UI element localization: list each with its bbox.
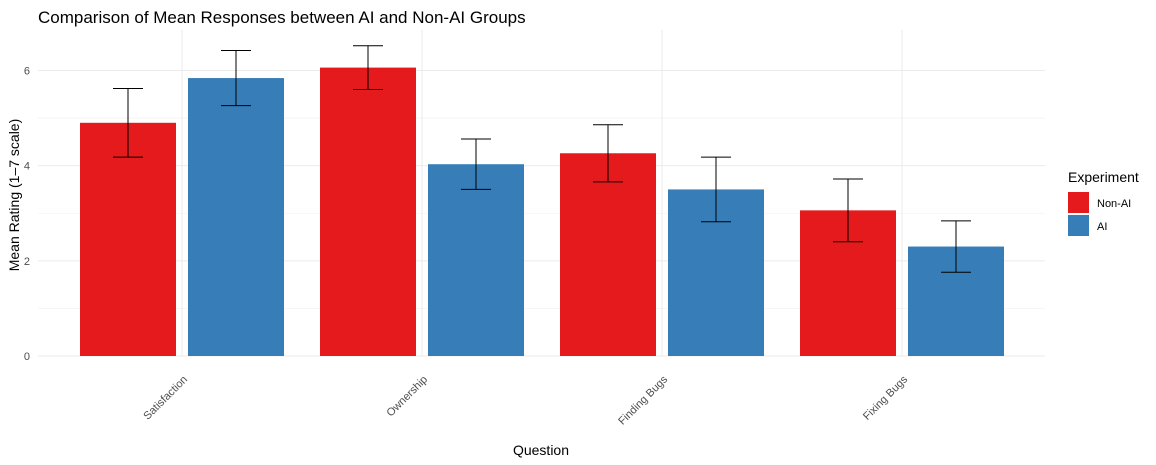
bar-non-ai-satisfaction <box>80 122 176 356</box>
x-axis-title: Question <box>513 442 569 458</box>
error-bar <box>353 45 383 90</box>
chart-title: Comparison of Mean Responses between AI … <box>38 8 526 27</box>
legend-label-ai: AI <box>1097 221 1107 233</box>
y-tick-label: 6 <box>24 65 30 77</box>
y-axis-ticks: 0 2 4 6 <box>24 65 30 363</box>
legend-swatch-ai <box>1068 215 1089 236</box>
x-tick-label: Satisfaction <box>141 374 190 423</box>
legend-swatch-non-ai <box>1068 192 1089 213</box>
legend: Experiment Non-AI AI <box>1068 169 1139 236</box>
error-bar <box>833 178 863 243</box>
x-tick-label: Finding Bugs <box>616 373 670 427</box>
error-bars <box>113 45 971 273</box>
x-tick-label: Ownership <box>384 374 430 420</box>
error-bar <box>461 138 491 190</box>
x-axis-ticks: Satisfaction Ownership Finding Bugs Fixing … <box>141 373 910 427</box>
legend-title: Experiment <box>1068 169 1139 185</box>
bar-ai-ownership <box>428 164 524 356</box>
error-bar <box>593 124 623 183</box>
y-axis-title: Mean Rating (1–7 scale) <box>6 119 22 272</box>
bar-non-ai-finding-bugs <box>560 153 656 356</box>
error-bar <box>701 156 731 223</box>
bar-ai-satisfaction <box>188 78 284 357</box>
error-bar <box>113 88 143 158</box>
legend-label-non-ai: Non-AI <box>1097 198 1131 210</box>
error-bar <box>941 220 971 273</box>
y-tick-label: 4 <box>24 161 30 173</box>
bar-non-ai-ownership <box>320 67 416 356</box>
y-tick-label: 0 <box>24 351 30 363</box>
error-bar <box>221 49 251 107</box>
y-tick-label: 2 <box>24 256 30 268</box>
x-tick-label: Fixing Bugs <box>861 373 910 422</box>
bars <box>80 67 1004 357</box>
